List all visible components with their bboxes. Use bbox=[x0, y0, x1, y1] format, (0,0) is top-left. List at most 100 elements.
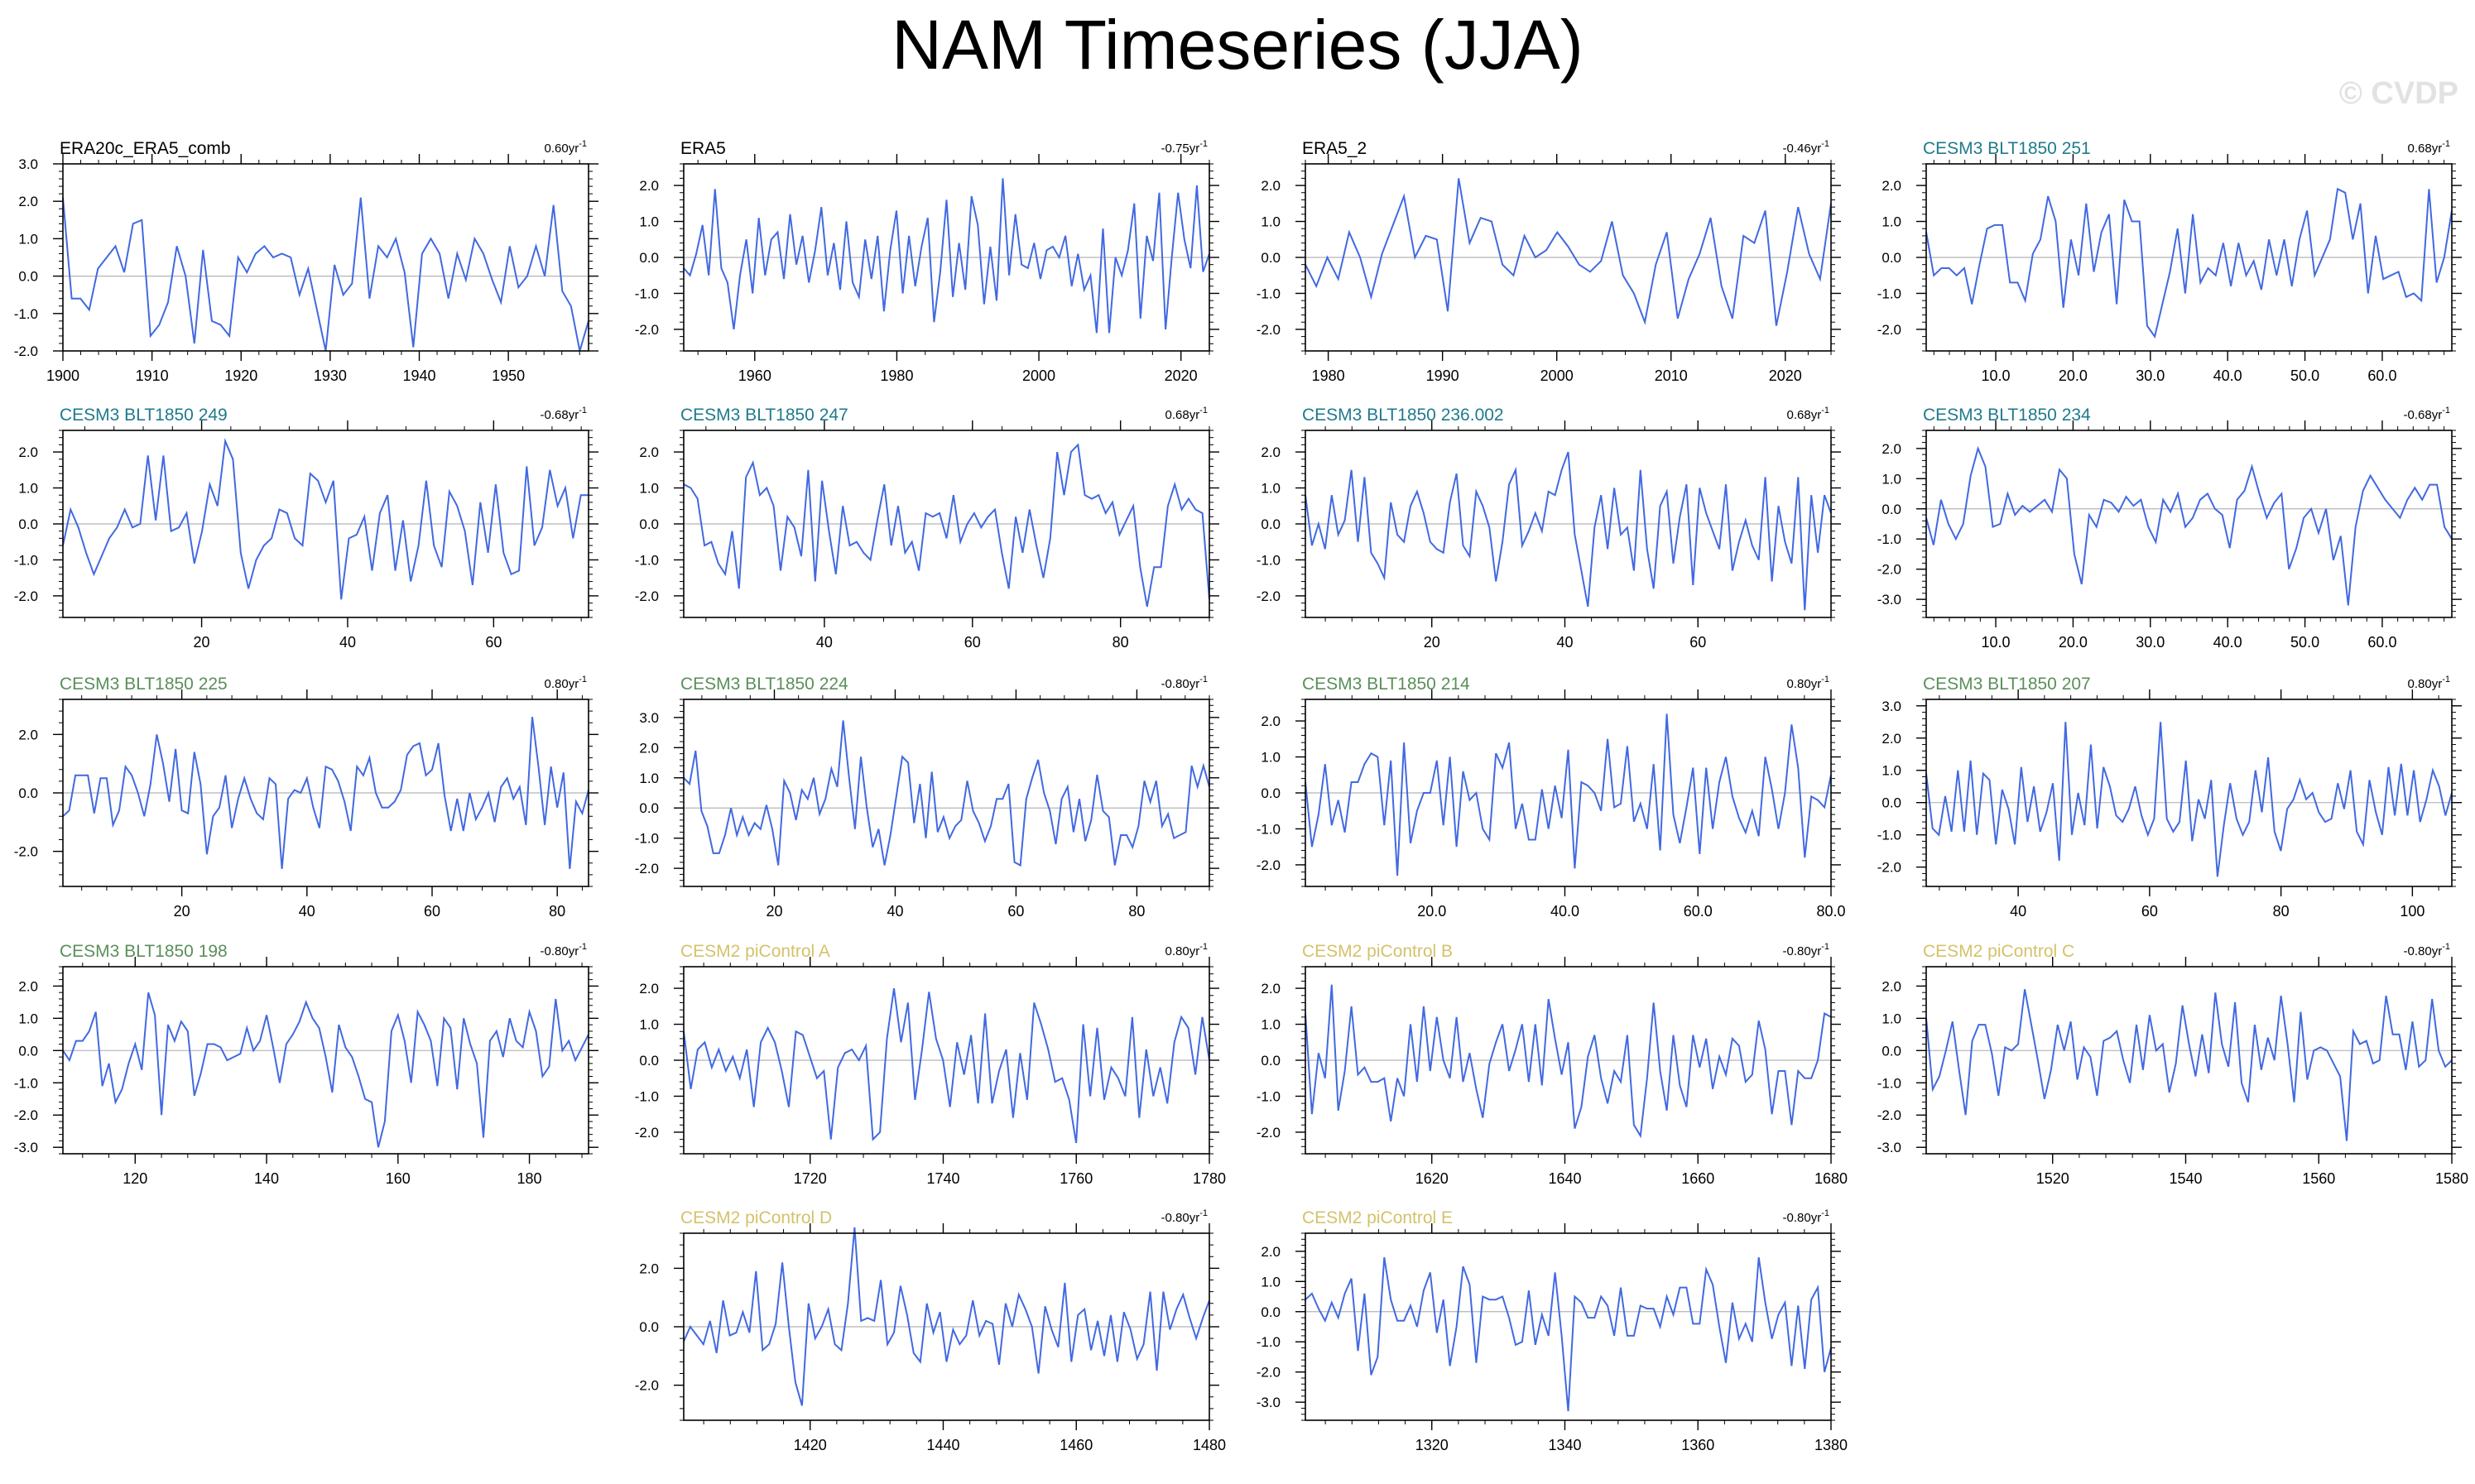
y-tick-label: -2.0 bbox=[1257, 588, 1281, 604]
nam-panel-11: CESM3 BLT1850 214 0.80yr-1 20.0 40.0 60.0 80.… bbox=[1257, 675, 1846, 920]
x-tick-label: 1360 bbox=[1681, 1437, 1714, 1453]
x-tick-label: 40.0 bbox=[2213, 367, 2242, 384]
panel-title: CESM3 BLT1850 225 bbox=[60, 675, 228, 694]
x-tick-label: 180 bbox=[517, 1170, 542, 1187]
x-tick-label: 80.0 bbox=[1816, 903, 1845, 920]
plot-frame bbox=[1305, 1232, 1832, 1421]
trend-label: 0.60yr-1 bbox=[545, 139, 587, 156]
x-tick-label: 1440 bbox=[926, 1437, 959, 1453]
x-tick-label: 10.0 bbox=[1982, 367, 2011, 384]
x-tick-label: 1420 bbox=[794, 1437, 827, 1453]
y-tick-label: 1.0 bbox=[1261, 214, 1281, 230]
nam-panel-12: CESM3 BLT1850 207 0.80yr-1 40 60 80 100 -2.0 -1… bbox=[1877, 675, 2462, 920]
y-tick-label: -2.0 bbox=[1877, 860, 1901, 876]
x-tick-label: 2000 bbox=[1540, 367, 1574, 384]
x-tick-label: 80 bbox=[1113, 634, 1129, 651]
nam-series-line bbox=[62, 992, 589, 1148]
x-tick-label: 60 bbox=[964, 634, 981, 651]
y-tick-label: 1.0 bbox=[1261, 1274, 1281, 1289]
y-tick-label: -1.0 bbox=[1877, 1075, 1901, 1091]
x-tick-label: 160 bbox=[386, 1170, 411, 1187]
y-tick-label: 0.0 bbox=[18, 516, 38, 532]
x-tick-label: 60 bbox=[2141, 903, 2158, 920]
trend-label: -0.68yr-1 bbox=[2404, 406, 2450, 422]
y-tick-label: 1.0 bbox=[639, 1017, 659, 1033]
y-tick-label: 1.0 bbox=[18, 481, 38, 497]
x-tick-label: 60 bbox=[424, 903, 440, 920]
x-tick-label: 1660 bbox=[1681, 1170, 1714, 1187]
plot-frame bbox=[62, 966, 589, 1155]
y-tick-label: 2.0 bbox=[1881, 731, 1901, 747]
x-tick-label: 1950 bbox=[492, 367, 525, 384]
x-tick-label: 20 bbox=[194, 634, 210, 651]
x-tick-label: 2020 bbox=[1769, 367, 1802, 384]
y-tick-label: -1.0 bbox=[1877, 531, 1901, 547]
trend-label: -0.80yr-1 bbox=[1161, 1208, 1208, 1225]
nam-series-line bbox=[62, 438, 589, 600]
y-tick-label: 1.0 bbox=[1261, 750, 1281, 766]
x-tick-label: 1980 bbox=[1312, 367, 1345, 384]
plot-frame bbox=[1925, 699, 2453, 887]
trend-label: -0.75yr-1 bbox=[1161, 139, 1208, 156]
trend-label: -0.80yr-1 bbox=[1783, 1208, 1829, 1225]
nam-panel-1: ERA20c_ERA5_comb 0.60yr-1 1900 1910 1920 1930… bbox=[14, 139, 598, 384]
y-tick-label: 2.0 bbox=[639, 981, 659, 997]
panel-title: ERA5_2 bbox=[1302, 139, 1367, 158]
nam-panel-9: CESM3 BLT1850 225 0.80yr-1 20 40 60 80 -2.0 0.0… bbox=[14, 675, 598, 920]
panel-title: CESM3 BLT1850 234 bbox=[1923, 406, 2091, 425]
y-tick-label: 2.0 bbox=[18, 978, 38, 994]
x-tick-label: 1480 bbox=[1193, 1437, 1226, 1453]
x-tick-label: 1760 bbox=[1060, 1170, 1093, 1187]
x-tick-label: 60.0 bbox=[1684, 903, 1713, 920]
x-tick-label: 1560 bbox=[2302, 1170, 2335, 1187]
y-tick-label: -2.0 bbox=[1257, 322, 1281, 338]
y-tick-label: 0.0 bbox=[639, 800, 659, 816]
y-tick-label: -1.0 bbox=[1257, 1334, 1281, 1350]
trend-label: 0.68yr-1 bbox=[2408, 139, 2450, 156]
nam-series-line bbox=[62, 197, 589, 352]
nam-panel-17: CESM2 piControl D -0.80yr-1 1420 1440 1460 14… bbox=[635, 1208, 1226, 1453]
trend-label: 0.68yr-1 bbox=[1165, 406, 1208, 422]
y-tick-label: 0.0 bbox=[1261, 1304, 1281, 1320]
x-tick-label: 1320 bbox=[1415, 1437, 1449, 1453]
y-tick-label: 0.0 bbox=[18, 1043, 38, 1059]
panel-title: CESM2 piControl C bbox=[1923, 942, 2074, 961]
y-tick-label: 0.0 bbox=[18, 785, 38, 801]
x-tick-label: 1910 bbox=[136, 367, 169, 384]
y-tick-label: -1.0 bbox=[635, 831, 659, 847]
y-tick-label: 1.0 bbox=[1881, 214, 1901, 230]
plot-frame bbox=[1925, 430, 2453, 618]
nam-series-line bbox=[683, 987, 1210, 1144]
nam-series-line bbox=[683, 720, 1210, 867]
panel-title: CESM3 BLT1850 251 bbox=[1923, 139, 2091, 158]
x-tick-label: 60.0 bbox=[2367, 367, 2396, 384]
x-tick-label: 120 bbox=[123, 1170, 147, 1187]
x-tick-label: 80 bbox=[2273, 903, 2290, 920]
x-tick-label: 100 bbox=[2400, 903, 2425, 920]
y-tick-label: 1.0 bbox=[1881, 471, 1901, 487]
x-tick-label: 50.0 bbox=[2290, 367, 2319, 384]
x-tick-label: 20 bbox=[1424, 634, 1440, 651]
trend-label: -0.80yr-1 bbox=[1161, 675, 1208, 691]
y-tick-label: -2.0 bbox=[635, 1125, 659, 1141]
y-tick-label: 0.0 bbox=[18, 269, 38, 285]
nam-panel-8: CESM3 BLT1850 234 -0.68yr-1 10.0 20.0 30.0 40… bbox=[1877, 406, 2462, 651]
x-tick-label: 1640 bbox=[1548, 1170, 1581, 1187]
x-tick-label: 50.0 bbox=[2290, 634, 2319, 651]
x-tick-label: 1960 bbox=[738, 367, 771, 384]
y-tick-label: 1.0 bbox=[18, 231, 38, 247]
y-tick-label: -1.0 bbox=[1877, 286, 1901, 301]
nam-panel-5: CESM3 BLT1850 249 -0.68yr-1 20 40 60 -2.0 -1.0… bbox=[14, 406, 598, 651]
y-tick-label: -2.0 bbox=[14, 588, 38, 604]
y-tick-label: 0.0 bbox=[639, 516, 659, 532]
y-tick-label: -1.0 bbox=[635, 1088, 659, 1104]
y-tick-label: -2.0 bbox=[635, 861, 659, 876]
panel-title: CESM2 piControl E bbox=[1302, 1208, 1453, 1227]
panel-title: CESM2 piControl A bbox=[680, 942, 830, 961]
panel-title: CESM3 BLT1850 249 bbox=[60, 406, 228, 425]
x-tick-label: 140 bbox=[254, 1170, 279, 1187]
x-tick-label: 30.0 bbox=[2136, 367, 2165, 384]
x-tick-label: 1780 bbox=[1193, 1170, 1226, 1187]
trend-label: -0.80yr-1 bbox=[541, 942, 587, 958]
y-tick-label: 2.0 bbox=[18, 194, 38, 209]
